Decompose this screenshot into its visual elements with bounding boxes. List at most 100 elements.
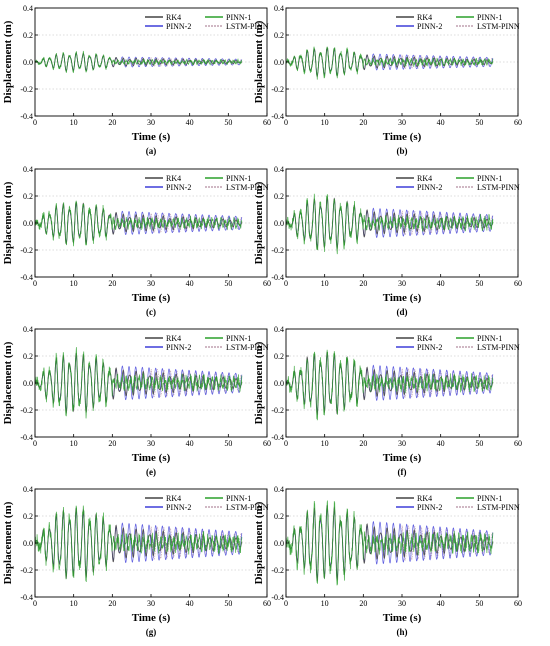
x-axis-title: Time (s) [383, 452, 422, 464]
y-tick-label: 0.2 [23, 512, 33, 521]
legend-label-rk4: RK4 [166, 494, 181, 503]
x-tick-label: 20 [108, 118, 116, 127]
panel-label: (f) [398, 467, 407, 477]
y-tick-label: -0.2 [20, 406, 33, 415]
legend: RK4 PINN-1 PINN-2 LSTM-PINN [143, 172, 269, 192]
series-line-rk4 [34, 200, 243, 245]
x-tick-label: 40 [437, 118, 445, 127]
y-tick-label: 0.2 [274, 352, 284, 361]
x-tick-label: 30 [398, 439, 406, 448]
x-tick-label: 10 [70, 118, 78, 127]
legend-label-pinn-1: PINN-1 [477, 174, 502, 183]
x-tick-label: 50 [224, 118, 232, 127]
x-tick-label: 30 [398, 279, 406, 288]
legend: RK4 PINN-1 PINN-2 LSTM-PINN [394, 11, 520, 31]
x-tick-label: 60 [514, 599, 522, 608]
x-tick-label: 60 [514, 118, 522, 127]
y-axis-title: Displacement (m) [253, 20, 265, 103]
panel-label: (e) [146, 467, 156, 477]
x-tick-label: 30 [398, 599, 406, 608]
legend-label-pinn-2: PINN-2 [417, 22, 442, 31]
y-tick-label: 0.0 [274, 379, 284, 388]
y-tick-label: -0.2 [271, 566, 284, 575]
legend-label-rk4: RK4 [166, 334, 181, 343]
panel-c: 0 10 20 30 40 50 60 0.4 0.2 0.0 -0.2 -0.4 Time (s) Di… [2, 165, 271, 317]
x-tick-label: 10 [70, 599, 78, 608]
legend-label-rk4: RK4 [166, 174, 181, 183]
legend-label-rk4: RK4 [417, 334, 432, 343]
x-axis-title: Time (s) [383, 131, 422, 143]
x-tick-label: 0 [284, 599, 288, 608]
x-tick-label: 50 [475, 599, 483, 608]
x-tick-label: 40 [437, 599, 445, 608]
x-tick-label: 0 [284, 118, 288, 127]
legend: RK4 PINN-1 PINN-2 LSTM-PINN [394, 332, 520, 352]
x-tick-label: 40 [186, 279, 194, 288]
legend-box [394, 172, 516, 192]
x-tick-label: 0 [33, 279, 37, 288]
x-tick-label: 0 [33, 439, 37, 448]
x-tick-label: 0 [284, 439, 288, 448]
y-tick-label: -0.2 [271, 406, 284, 415]
legend-label-pinn-1: PINN-1 [477, 334, 502, 343]
panel-label: (d) [397, 307, 408, 317]
x-tick-label: 10 [321, 279, 329, 288]
panel-f: 0 10 20 30 40 50 60 0.4 0.2 0.0 -0.2 -0.4 Time (s) Di… [253, 325, 522, 477]
y-tick-label: -0.2 [271, 246, 284, 255]
x-tick-label: 20 [359, 279, 367, 288]
x-tick-label: 20 [108, 599, 116, 608]
legend-label-pinn-2: PINN-2 [166, 22, 191, 31]
panel-label: (h) [397, 627, 408, 637]
x-tick-label: 0 [284, 279, 288, 288]
legend-box [394, 492, 516, 512]
series-line-pinn-1 [285, 349, 494, 421]
x-tick-label: 20 [108, 439, 116, 448]
x-tick-label: 30 [147, 279, 155, 288]
y-tick-label: -0.4 [271, 112, 284, 121]
legend-box [143, 11, 265, 31]
legend-label-pinn-2: PINN-2 [417, 503, 442, 512]
legend-label-lstm-pinn: LSTM-PINN [477, 343, 520, 352]
legend-label-lstm-pinn: LSTM-PINN [477, 503, 520, 512]
x-tick-label: 30 [147, 118, 155, 127]
x-tick-label: 50 [475, 118, 483, 127]
y-axis-title: Displacement (m) [2, 181, 14, 264]
y-axis-title: Displacement (m) [2, 501, 14, 584]
y-axis-title: Displacement (m) [253, 341, 265, 424]
legend-label-rk4: RK4 [417, 494, 432, 503]
y-tick-label: 0.2 [274, 512, 284, 521]
y-tick-label: 0.2 [23, 31, 33, 40]
x-axis-title: Time (s) [132, 292, 171, 304]
y-tick-label: 0.0 [23, 219, 33, 228]
y-tick-label: 0.0 [274, 58, 284, 67]
legend: RK4 PINN-1 PINN-2 LSTM-PINN [394, 492, 520, 512]
y-tick-label: 0.4 [23, 485, 33, 494]
x-tick-label: 60 [263, 279, 271, 288]
y-tick-label: -0.4 [20, 112, 33, 121]
legend-label-pinn-2: PINN-2 [166, 343, 191, 352]
legend-label-rk4: RK4 [417, 174, 432, 183]
legend-label-pinn-2: PINN-2 [417, 183, 442, 192]
legend-label-pinn-1: PINN-1 [226, 334, 251, 343]
y-tick-label: 0.2 [274, 192, 284, 201]
series-line-pinn-1 [34, 200, 243, 247]
y-tick-label: -0.4 [20, 593, 33, 602]
panel-g: 0 10 20 30 40 50 60 0.4 0.2 0.0 -0.2 -0.4 Time (s) Di… [2, 485, 271, 637]
x-tick-label: 20 [108, 279, 116, 288]
legend-label-pinn-2: PINN-2 [166, 183, 191, 192]
y-tick-label: -0.4 [20, 433, 33, 442]
legend: RK4 PINN-1 PINN-2 LSTM-PINN [143, 11, 269, 31]
y-axis-title: Displacement (m) [2, 20, 14, 103]
legend-label-pinn-2: PINN-2 [166, 503, 191, 512]
x-tick-label: 60 [263, 118, 271, 127]
legend-box [143, 492, 265, 512]
y-tick-label: -0.2 [20, 85, 33, 94]
legend-label-rk4: RK4 [417, 13, 432, 22]
panel-a: 0 10 20 30 40 50 60 0.4 0.2 0.0 -0.2 -0.4 Time (s) Di… [2, 4, 271, 156]
x-tick-label: 10 [321, 118, 329, 127]
series-line-pinn-1 [34, 50, 243, 74]
x-tick-label: 60 [263, 599, 271, 608]
legend-label-pinn-1: PINN-1 [477, 13, 502, 22]
